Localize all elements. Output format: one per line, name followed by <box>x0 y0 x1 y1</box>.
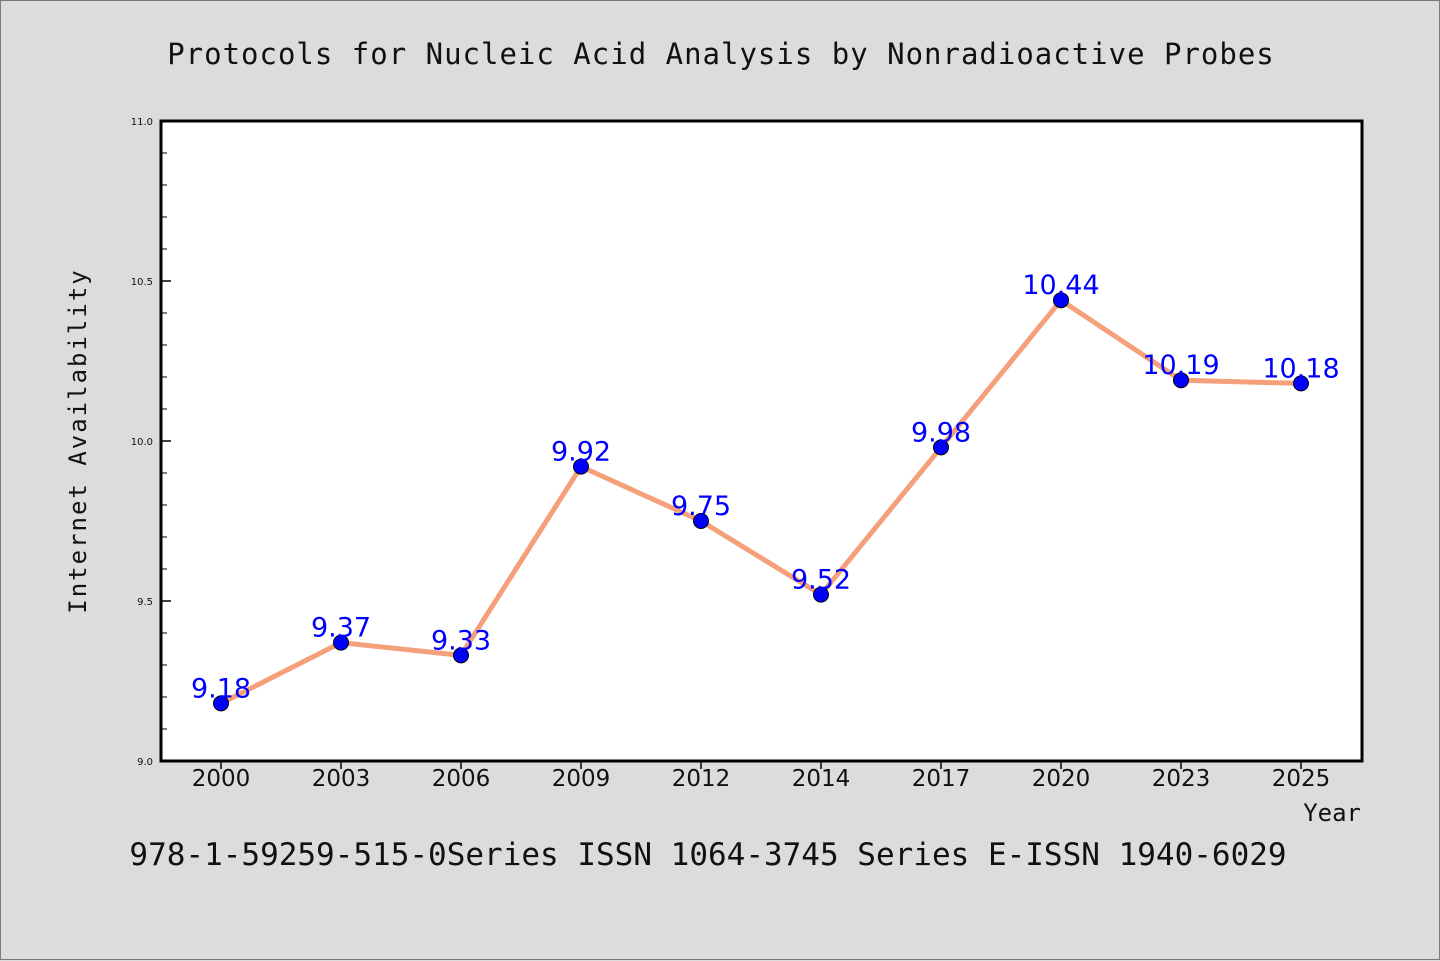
data-point <box>333 634 349 651</box>
data-label: 9.92 <box>551 437 611 468</box>
x-tick-label: 2000 <box>192 766 251 792</box>
data-point <box>453 647 469 664</box>
y-tick-label: 11.0 <box>131 117 153 128</box>
data-point <box>1053 292 1069 309</box>
data-label: 9.18 <box>191 673 251 704</box>
x-tick-label: 2023 <box>1152 766 1211 792</box>
data-label: 9.98 <box>911 417 971 448</box>
x-tick-label: 2006 <box>432 766 491 792</box>
footer-isbn-text: 978-1-59259-515-0Series ISSN 1064-3745 S… <box>129 837 1286 873</box>
plot-area <box>159 119 1364 763</box>
y-axis-label: Internet Availability <box>64 268 92 613</box>
data-point <box>573 458 589 475</box>
x-axis-ticks: 2000 2003 2006 2009 2012 2014 2017 2020 2023 2025 <box>192 761 1331 792</box>
data-point <box>933 439 949 456</box>
y-tick-label: 10.0 <box>131 437 153 448</box>
data-label: 10.19 <box>1142 350 1219 381</box>
x-tick-label: 2017 <box>912 766 971 792</box>
y-tick-label: 9.5 <box>137 597 153 608</box>
series-line <box>219 297 1302 706</box>
x-tick-label: 2009 <box>552 766 611 792</box>
x-axis-label: Year <box>1303 799 1361 827</box>
data-point <box>213 695 229 712</box>
x-tick-label: 2012 <box>672 766 731 792</box>
y-tick-label: 10.5 <box>131 277 153 288</box>
data-point <box>813 586 829 603</box>
data-point <box>693 513 709 529</box>
y-tick-label: 9.0 <box>137 757 153 768</box>
x-tick-label: 2020 <box>1032 766 1091 792</box>
data-label: 9.37 <box>311 613 371 644</box>
chart-title: Protocols for Nucleic Acid Analysis by N… <box>167 37 1275 71</box>
data-label: 10.18 <box>1262 353 1339 384</box>
data-point <box>1293 375 1309 392</box>
data-label: 10.44 <box>1022 270 1099 301</box>
series-markers <box>213 292 1309 712</box>
data-label: 9.52 <box>791 565 851 596</box>
x-tick-label: 2025 <box>1272 766 1331 792</box>
x-tick-label: 2003 <box>312 766 371 792</box>
y-axis-ticks: 9.0 9.5 10.0 10.5 11.0 <box>131 117 171 768</box>
data-label: 9.33 <box>431 625 491 656</box>
data-labels: 9.18 9.37 9.33 9.92 9.75 9.52 9.98 10.44 10.19 10… <box>191 270 1340 704</box>
x-tick-label: 2014 <box>792 766 851 792</box>
data-point <box>1173 372 1189 389</box>
data-label: 9.75 <box>671 491 731 522</box>
